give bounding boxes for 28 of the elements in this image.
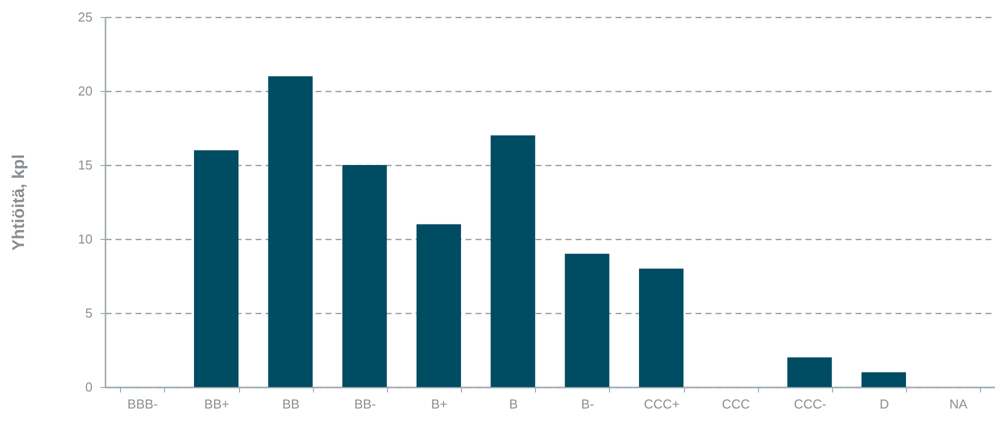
bar — [639, 268, 684, 387]
bar — [564, 254, 610, 387]
x-tick-label: B- — [581, 396, 594, 412]
bar — [416, 224, 461, 387]
bar — [194, 150, 238, 387]
x-tick-label: B — [509, 396, 518, 412]
x-tick-label: NA — [949, 396, 968, 412]
y-tick-label: 0 — [85, 380, 92, 394]
y-tick-label: 20 — [78, 84, 92, 98]
y-tick-label: 15 — [78, 158, 92, 172]
bar — [862, 372, 906, 387]
y-tick-label: 5 — [85, 306, 92, 320]
y-axis-title: Yhtiöitä, kpl — [9, 154, 28, 251]
x-tick-label: CCC- — [794, 396, 826, 412]
y-tick-label: 10 — [78, 232, 92, 246]
x-tick-label: CCC — [722, 396, 750, 412]
x-tick-label: BB- — [354, 396, 376, 412]
x-tick-label: BB+ — [204, 396, 230, 412]
y-tick-label: 25 — [78, 10, 92, 24]
bar — [268, 76, 313, 387]
bar — [787, 357, 832, 387]
x-tick-label: CCC+ — [644, 396, 680, 412]
x-tick-label: D — [880, 396, 889, 412]
x-tick-label: BBB- — [127, 396, 158, 412]
x-tick-label: BB — [282, 396, 300, 412]
bar — [490, 135, 536, 387]
bar — [342, 165, 387, 387]
x-tick-label: B+ — [431, 396, 448, 412]
